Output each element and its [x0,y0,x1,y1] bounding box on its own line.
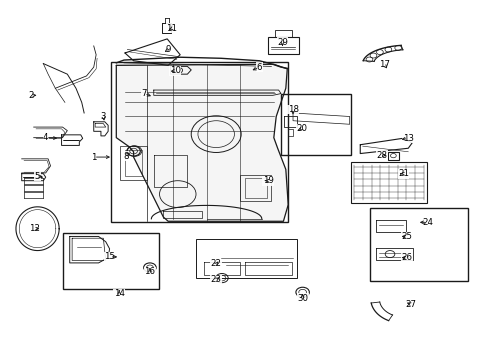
Bar [245,178,267,198]
Text: 16: 16 [145,267,155,276]
Text: 26: 26 [402,253,413,262]
Text: 5: 5 [35,172,40,181]
Text: 11: 11 [167,24,177,33]
Text: 30: 30 [297,294,308,303]
Polygon shape [116,64,288,221]
Text: 3: 3 [100,112,106,121]
Bar [281,94,351,155]
Text: 23: 23 [211,275,221,284]
Text: 7: 7 [142,89,147,98]
Text: 1: 1 [91,153,97,162]
Text: 24: 24 [422,218,433,227]
Text: 17: 17 [379,60,390,69]
Bar [111,62,288,222]
Bar [388,152,399,159]
Text: 25: 25 [402,232,413,241]
Text: 15: 15 [104,252,115,261]
Text: 21: 21 [398,169,409,178]
Text: 10: 10 [170,66,181,75]
Text: 27: 27 [405,300,416,309]
Text: 12: 12 [29,224,40,233]
Text: 14: 14 [114,289,124,298]
Text: 19: 19 [263,176,273,185]
Bar [120,147,147,180]
Text: 8: 8 [123,152,129,161]
Bar [268,37,299,54]
Bar [370,208,468,280]
Bar [351,162,427,203]
Text: 29: 29 [277,38,288,47]
Bar [275,30,292,37]
Text: 22: 22 [211,260,221,269]
Text: 18: 18 [288,105,298,114]
Text: 4: 4 [43,133,49,142]
Bar [63,233,159,289]
Text: 20: 20 [296,124,307,133]
Bar [196,239,297,278]
Text: 9: 9 [166,45,171,54]
Text: 2: 2 [28,91,34,100]
Text: 6: 6 [257,63,262,72]
Text: 28: 28 [376,151,388,160]
Text: 13: 13 [403,134,414,143]
Bar [125,150,142,176]
Bar [240,175,271,201]
